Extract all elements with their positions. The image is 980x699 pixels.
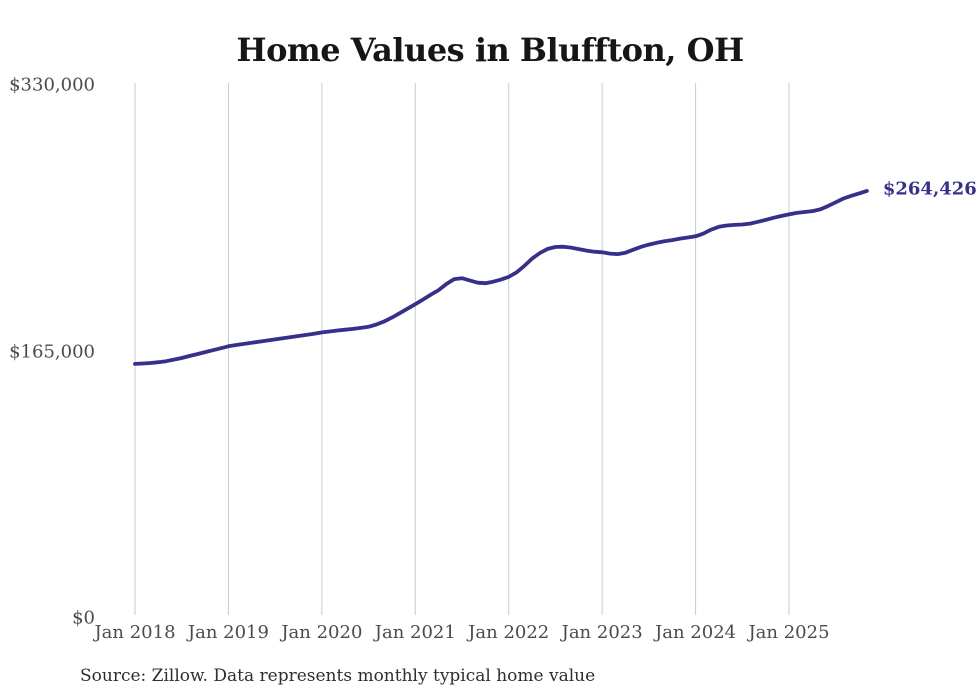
x-axis-tick-label: Jan 2022 xyxy=(468,622,550,643)
x-axis-tick-label: Jan 2019 xyxy=(187,622,269,643)
chart-title: Home Values in Bluffton, OH xyxy=(236,31,744,69)
home-value-line xyxy=(133,189,869,366)
source-note: Source: Zillow. Data represents monthly … xyxy=(80,666,596,686)
x-axis-tick-label: Jan 2021 xyxy=(374,622,456,643)
x-axis-tick-label: Jan 2024 xyxy=(655,622,737,643)
vertical-gridlines xyxy=(134,83,790,615)
x-axis-tick-label: Jan 2018 xyxy=(94,622,176,643)
y-axis-tick-label: $330,000 xyxy=(9,74,95,96)
latest-value-label: $264,426 xyxy=(882,178,977,200)
x-axis-tick-label: Jan 2020 xyxy=(281,622,363,643)
x-axis-tick-label: Jan 2025 xyxy=(748,622,830,643)
y-axis-tick-label: $165,000 xyxy=(9,341,95,362)
x-axis-tick-label: Jan 2023 xyxy=(561,622,643,643)
y-axis-tick-label: $0 xyxy=(72,607,95,629)
